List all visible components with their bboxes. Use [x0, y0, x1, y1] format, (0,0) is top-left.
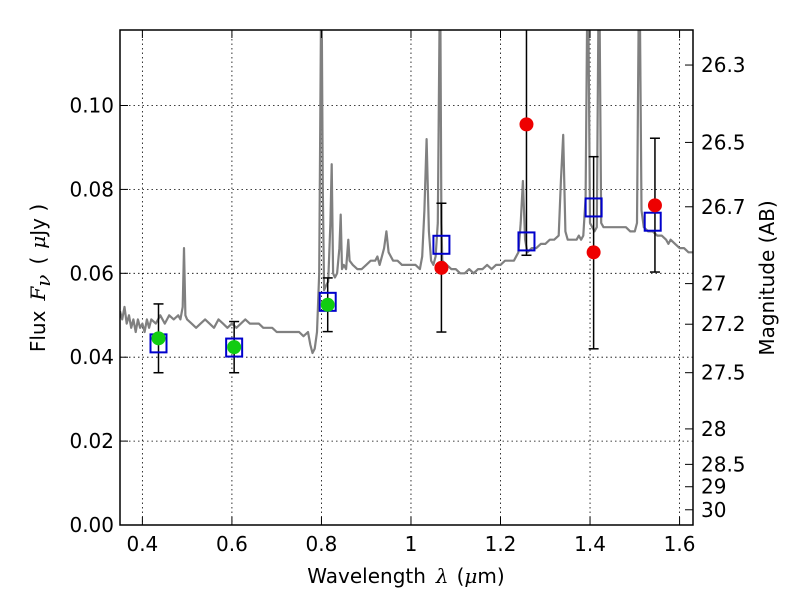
- y-axis-label: Flux Fν ( μJy ): [26, 204, 55, 352]
- y-axis-label-unit: Jy ): [26, 204, 50, 238]
- x-tick-label: 0.6: [216, 532, 248, 556]
- grid: [120, 30, 693, 525]
- y-tick-label: 0.10: [69, 94, 114, 118]
- y-axis-label-subscript: ν: [31, 275, 55, 287]
- plot-frame: [119, 29, 694, 526]
- plot-area: [120, 30, 693, 525]
- y2-tick-label: 26.5: [701, 130, 746, 154]
- x-tick-label: 0.8: [306, 532, 338, 556]
- x-axis-label-unit: m): [477, 564, 504, 588]
- x-tick-label: 1: [405, 532, 418, 556]
- y-tick-label: 0.06: [69, 261, 114, 285]
- y2-tick-label: 29: [701, 475, 726, 499]
- y-axis-label-symbol: F: [26, 286, 50, 302]
- y2-tick-label: 27: [701, 272, 726, 296]
- x-axis-label-open: (: [457, 564, 465, 588]
- x-tick-label: 1.2: [485, 532, 517, 556]
- y-tick-label: 0.02: [69, 429, 114, 453]
- model-photometry-square: [643, 211, 662, 232]
- y-tick-label: 0.04: [69, 345, 114, 369]
- y2-tick-label: 26.7: [701, 195, 746, 219]
- model-photometry-square: [584, 197, 603, 218]
- spectrum-layer: [120, 30, 693, 355]
- x-tick-label: 1.6: [664, 532, 696, 556]
- observed-photometry-point: [647, 198, 662, 213]
- observed-photometry-point: [586, 245, 601, 260]
- y2-axis-label: Magnitude (AB): [755, 200, 779, 355]
- observed-photometry-point: [227, 340, 242, 355]
- x-axis-label: Wavelength λ (μm): [307, 564, 504, 588]
- y2-tick-label: 30: [701, 498, 726, 522]
- spectrum-line: [120, 30, 693, 355]
- y2-tick-label: 26.3: [701, 53, 746, 77]
- y-axis-label-prefix: Flux: [26, 310, 50, 352]
- marker-layer: [149, 117, 662, 358]
- observed-photometry-point: [320, 297, 335, 312]
- y-tick-label: 0.08: [69, 177, 114, 201]
- y-axis-label-mu: μ: [26, 236, 50, 249]
- y2-tick-label: 28.5: [701, 452, 746, 476]
- observed-photometry-point: [151, 331, 166, 346]
- y2-tick-label: 28: [701, 417, 726, 441]
- model-photometry-square: [517, 231, 536, 252]
- y2-tick-label: 27.5: [701, 361, 746, 385]
- y-tick-label: 0.00: [69, 513, 114, 537]
- x-axis-label-mu: μ: [464, 564, 477, 588]
- x-tick-label: 1.4: [574, 532, 606, 556]
- observed-photometry-point: [519, 117, 534, 132]
- model-photometry-square: [225, 337, 244, 358]
- model-photometry-square: [432, 234, 451, 255]
- ticks: 0.4 0.6 0.8 1 1.2 1.4 1.6 0.00 0.02 0.04 0.06 0.08 0…: [69, 30, 746, 556]
- y-axis-label-open: (: [26, 257, 50, 265]
- x-tick-label: 0.4: [126, 532, 158, 556]
- observed-photometry-point: [434, 260, 449, 275]
- y2-tick-label: 27.2: [701, 312, 746, 336]
- x-axis-label-symbol: λ: [435, 564, 449, 588]
- x-axis-label-prefix: Wavelength: [307, 564, 426, 588]
